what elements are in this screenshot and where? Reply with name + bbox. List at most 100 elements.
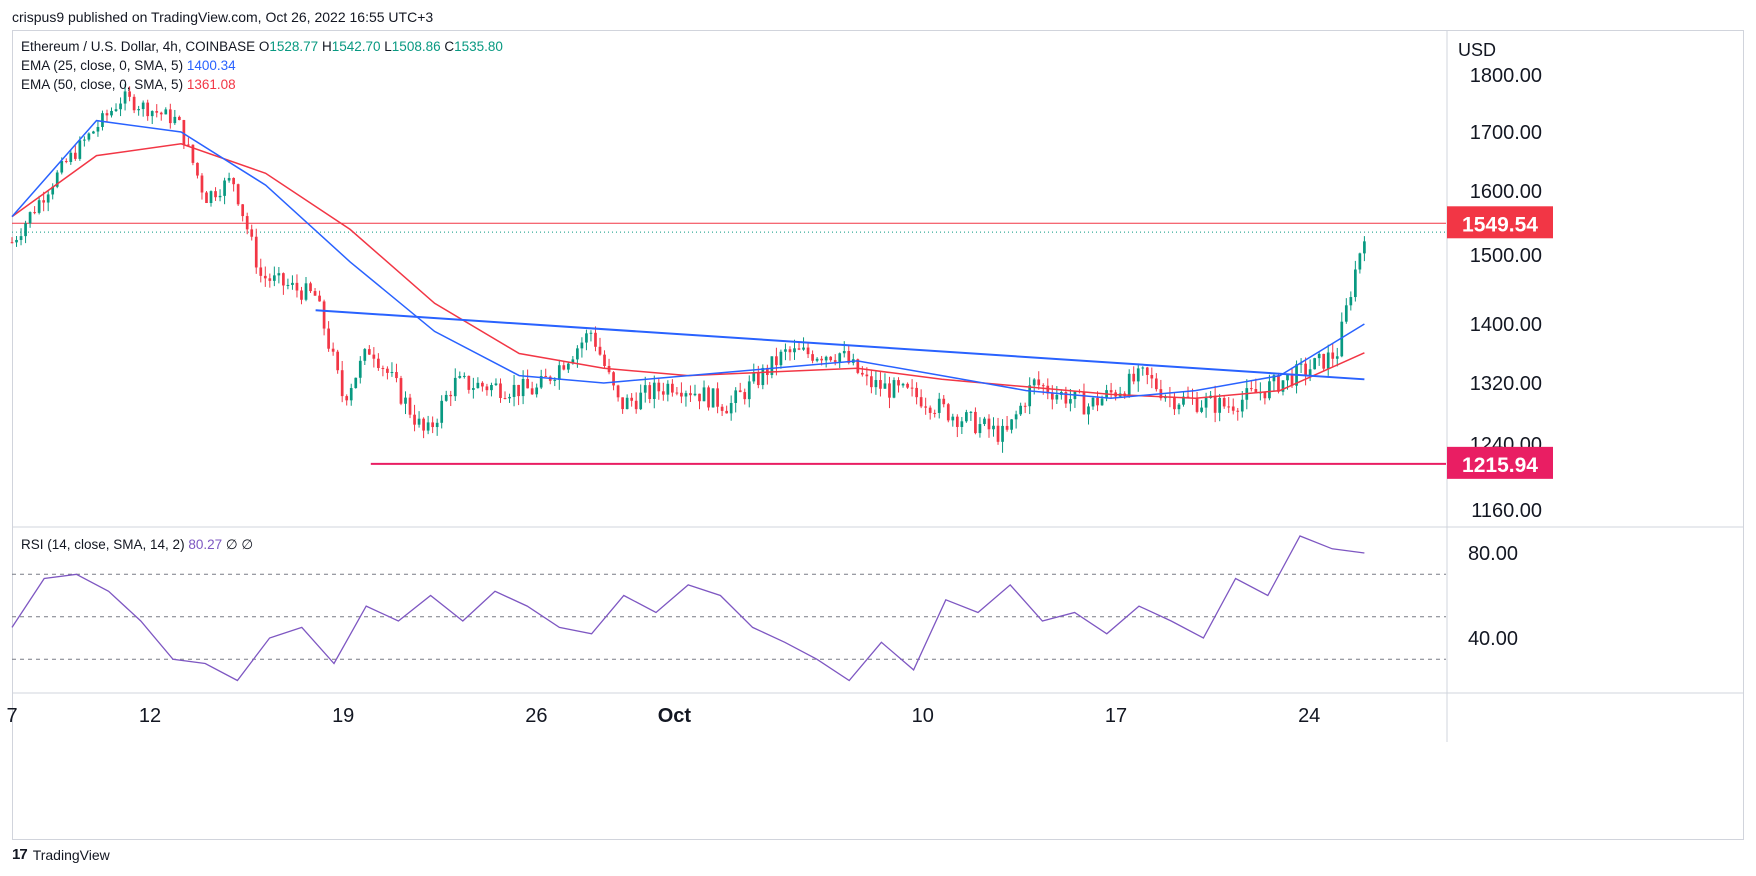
candle-body	[933, 412, 937, 414]
candle-body	[101, 113, 104, 127]
candle-body	[1046, 385, 1050, 394]
ohlc-close: 1535.80	[454, 39, 503, 54]
candle-body	[820, 358, 823, 361]
candle-body	[481, 382, 484, 387]
candle-body	[1087, 406, 1090, 415]
candle-body	[915, 387, 918, 398]
candle-body	[594, 332, 597, 347]
candle-body	[173, 116, 177, 124]
candle-body	[747, 381, 751, 400]
price-tick-label: 1500.00	[1470, 245, 1542, 267]
candle-body	[585, 333, 588, 343]
rsi-tick-label: 80.00	[1468, 543, 1518, 565]
candle-body	[639, 392, 643, 410]
candle-body	[73, 152, 77, 159]
candle-body	[286, 284, 290, 286]
candle-body	[955, 416, 959, 427]
candle-body	[1335, 356, 1339, 359]
ema50-value: 1361.08	[186, 77, 236, 92]
candle-body	[390, 372, 394, 374]
candle-body	[282, 273, 285, 286]
candle-body	[10, 242, 14, 244]
candle-body	[992, 425, 995, 430]
candle-body	[300, 290, 303, 300]
candle-body	[1096, 397, 1099, 406]
ema25-legend[interactable]: EMA (25, close, 0, SMA, 5) 1400.34	[21, 58, 236, 73]
candle-body	[476, 382, 480, 389]
candle-body	[883, 383, 887, 389]
candle-body	[462, 375, 466, 377]
candle-body	[472, 388, 475, 390]
tradingview-logo-icon: 17	[12, 846, 28, 863]
candle-body	[408, 397, 412, 415]
chart-frame[interactable]	[12, 30, 1744, 840]
candle-body	[535, 387, 539, 395]
ema50-legend[interactable]: EMA (50, close, 0, SMA, 5) 1361.08	[21, 77, 236, 92]
candle-body	[738, 390, 742, 393]
candle-body	[55, 172, 59, 187]
candle-body	[580, 342, 584, 349]
candle-body	[974, 411, 977, 434]
ohlc-h-label: H	[321, 39, 332, 54]
candle-body	[1236, 410, 1240, 412]
candle-body	[164, 109, 168, 115]
candle-body	[526, 378, 529, 389]
candle-body	[440, 400, 444, 423]
candle-body	[395, 372, 398, 379]
candle-body	[897, 380, 900, 386]
candle-body	[969, 411, 973, 413]
candle-body	[874, 380, 878, 388]
candle-body	[702, 387, 706, 402]
candle-body	[78, 140, 82, 159]
footer-brand-label: TradingView	[32, 846, 110, 863]
candle-body	[336, 351, 340, 371]
candle-body	[331, 348, 335, 352]
candle-body	[1331, 352, 1335, 359]
candle-body	[680, 392, 683, 397]
candle-body	[707, 387, 710, 408]
candle-body	[856, 359, 860, 373]
symbol-legend[interactable]: Ethereum / U.S. Dollar, 4h, COINBASE O 15…	[21, 39, 503, 54]
candle-body	[309, 283, 312, 292]
candle-body	[671, 383, 674, 393]
candle-body	[879, 380, 882, 389]
candle-body	[1014, 414, 1018, 420]
candle-body	[652, 382, 656, 400]
candle-body	[1268, 381, 1271, 399]
candle-body	[245, 216, 249, 230]
candle-body	[69, 152, 73, 163]
ema25-value: 1400.34	[186, 58, 236, 73]
candle-body	[512, 384, 516, 397]
candle-body	[499, 383, 502, 398]
ohlc-low: 1508.86	[391, 39, 441, 54]
candle-body	[521, 378, 525, 397]
candle-body	[42, 200, 46, 203]
candle-body	[1299, 363, 1303, 365]
candle-body	[725, 410, 728, 414]
candle-body	[277, 273, 281, 276]
candle-body	[196, 162, 199, 176]
symbol-name: Ethereum / U.S. Dollar, 4h, COINBASE	[21, 39, 256, 54]
ohlc-o-label: O	[258, 39, 270, 54]
candle-body	[182, 120, 186, 145]
candle-body	[494, 383, 498, 386]
candle-body	[1286, 374, 1289, 381]
price-axis-unit: USD	[1458, 40, 1496, 60]
candle-body	[978, 424, 982, 434]
candle-body	[110, 110, 113, 116]
candle-body	[729, 402, 733, 414]
candle-body	[1340, 321, 1344, 357]
rsi-legend[interactable]: RSI (14, close, SMA, 14, 2) 80.27 ∅ ∅	[21, 537, 253, 553]
candle-body	[625, 397, 629, 410]
footer-brand[interactable]: 17 TradingView	[12, 846, 110, 863]
candle-body	[92, 131, 95, 134]
candle-body	[996, 425, 1000, 442]
candle-body	[1281, 380, 1285, 392]
candle-body	[128, 91, 131, 97]
candle-body	[444, 394, 448, 401]
rsi-extra: ∅ ∅	[225, 537, 254, 552]
candle-body	[1037, 379, 1041, 386]
candle-body	[24, 223, 27, 237]
candle-body	[137, 109, 140, 111]
